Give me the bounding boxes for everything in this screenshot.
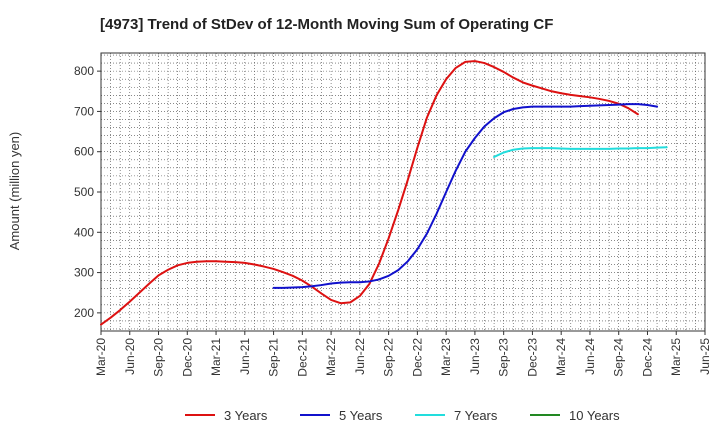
x-tick-label: Dec-24 — [640, 338, 654, 377]
legend: 3 Years 5 Years 7 Years 10 Years — [185, 408, 620, 423]
x-tick-label: Sep-22 — [382, 338, 396, 377]
x-tick-label: Jun-20 — [123, 338, 137, 375]
x-tick-label: Sep-20 — [152, 338, 166, 377]
y-tick-label: 200 — [74, 306, 94, 320]
y-tick-label: 700 — [74, 104, 94, 118]
y-axis-label: Amount (million yen) — [7, 132, 22, 251]
series-layer — [100, 60, 668, 326]
legend-label: 7 Years — [454, 408, 498, 423]
x-tick-label: Sep-23 — [497, 338, 511, 377]
x-tick-label: Mar-25 — [669, 338, 683, 376]
x-tick-label: Sep-21 — [267, 338, 281, 377]
x-tick-label: Mar-23 — [439, 338, 453, 376]
x-tick-label: Mar-20 — [94, 338, 108, 376]
series-line-5-years — [272, 103, 659, 289]
y-tick-label: 300 — [74, 266, 94, 280]
y-tick-label: 400 — [74, 225, 94, 239]
x-tick-label: Jun-24 — [583, 338, 597, 375]
legend-label: 10 Years — [569, 408, 620, 423]
x-tick-label: Sep-24 — [612, 338, 626, 377]
x-tick-label: Jun-25 — [698, 338, 712, 375]
legend-label: 5 Years — [339, 408, 383, 423]
x-tick-label: Dec-22 — [410, 338, 424, 377]
axis-layer: 200 300 400 500 600 700 800 Mar-20 Jun-20 Sep-20 D… — [74, 52, 712, 377]
x-tick-label: Jun-21 — [238, 338, 252, 375]
y-tick-label: 500 — [74, 185, 94, 199]
x-tick-label: Jun-22 — [353, 338, 367, 375]
x-tick-label: Dec-20 — [180, 338, 194, 377]
series-line-7-years — [493, 146, 668, 158]
grid-layer — [101, 53, 705, 331]
x-tick-label: Jun-23 — [468, 338, 482, 375]
chart-title: [4973] Trend of StDev of 12-Month Moving… — [100, 16, 553, 33]
x-tick-label: Mar-21 — [209, 338, 223, 376]
y-tick-label: 600 — [74, 145, 94, 159]
x-tick-label: Mar-24 — [554, 338, 568, 376]
x-tick-label: Dec-21 — [295, 338, 309, 377]
y-tick-label: 800 — [74, 64, 94, 78]
x-tick-label: Dec-23 — [525, 338, 539, 377]
series-line-3-years — [100, 60, 639, 326]
legend-label: 3 Years — [224, 408, 268, 423]
x-tick-label: Mar-22 — [324, 338, 338, 376]
